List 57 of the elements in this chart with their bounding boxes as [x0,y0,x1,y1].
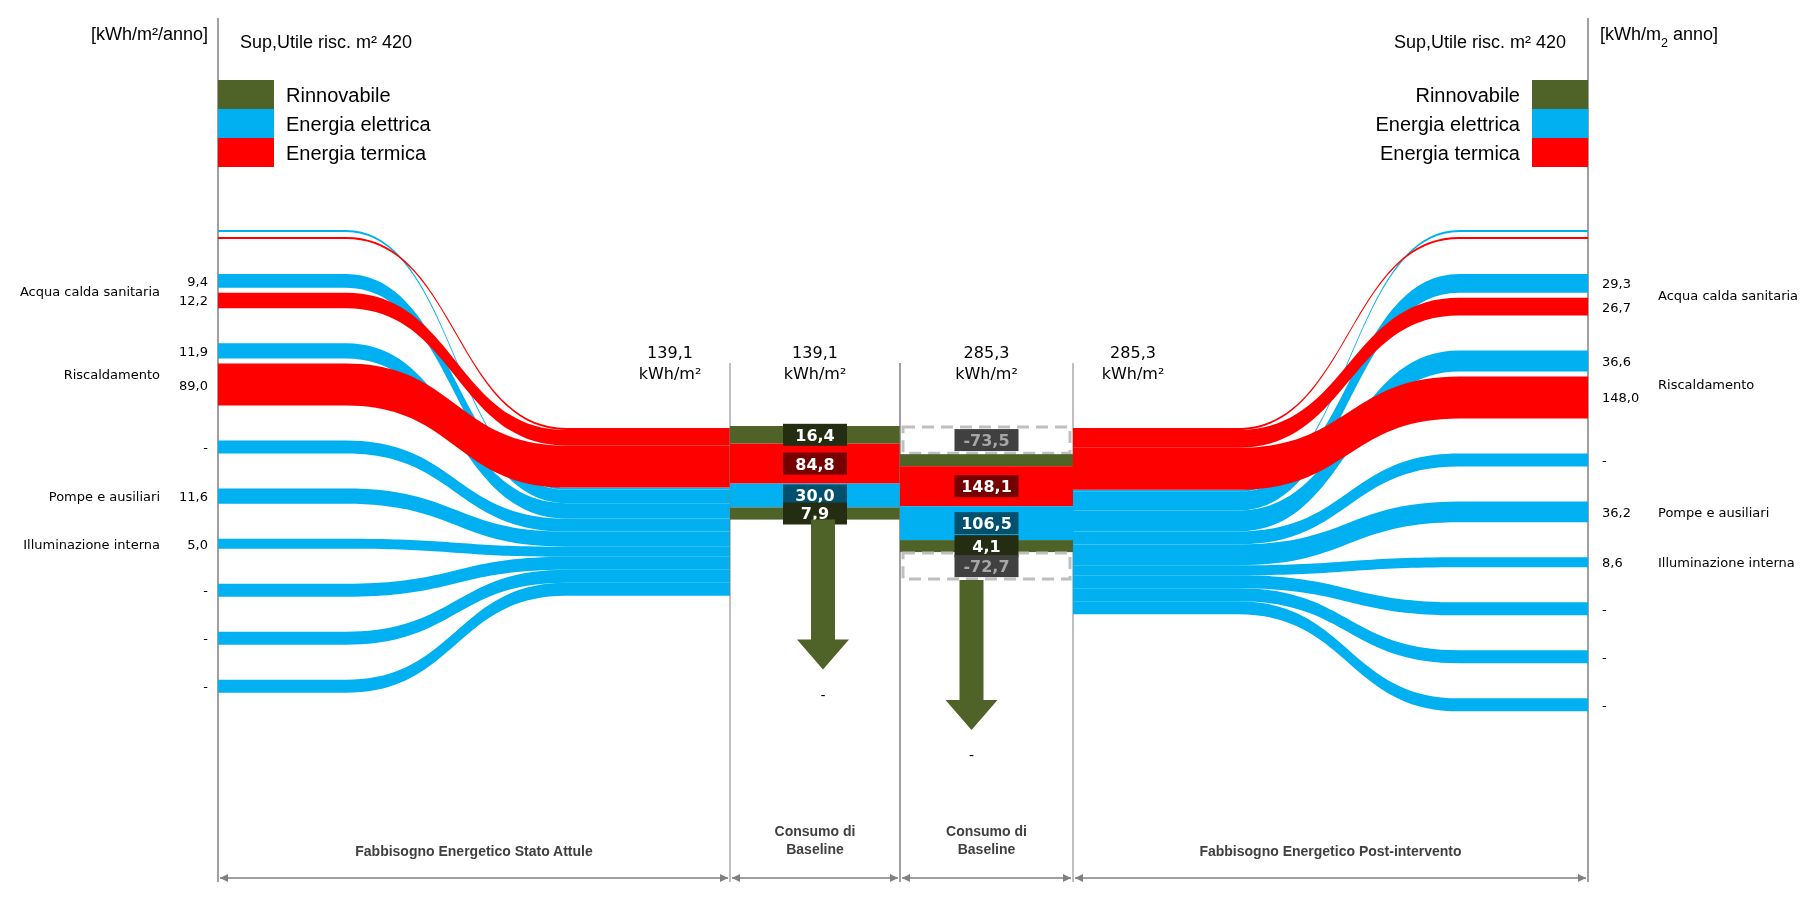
legend-label: Energia termica [286,142,427,164]
text: [kWh/m²/anno] [90,24,208,44]
category-label: Riscaldamento [63,367,161,383]
data-label: 5,0 [187,536,208,552]
data-label: 89,0 [179,377,208,393]
data-label: 16,4 [795,425,835,445]
data-label: 36,6 [1602,353,1631,369]
text: Fabbisogno Energetico Post-intervento [1199,843,1462,859]
data-label: 4,1 [972,537,1001,557]
data-label: - [203,679,209,695]
data-label: 29,3 [1602,276,1631,292]
data-label: 148,0 [1602,390,1640,406]
text: - [820,686,826,703]
text: [kWh/m$_{2}$ anno] [1600,24,1719,50]
legend-label: Energia elettrica [286,113,432,135]
legend-label: Rinnovabile [286,84,391,106]
text: 139,1 kWh/m² [638,343,702,383]
data-label: 84,8 [795,454,835,474]
data-label: - [1602,601,1607,617]
data-label: 8,6 [1602,555,1623,571]
data-label: - [1602,452,1607,468]
data-label: 30,0 [795,486,835,506]
data-label: -73,5 [963,431,1010,451]
data-label: - [203,631,209,647]
data-label: 12,2 [179,293,208,309]
text: Sup,Utile risc. m² 420 [240,32,413,52]
text: 139,1 kWh/m² [783,343,847,383]
text: - [968,747,975,764]
category-label: Pompe e ausiliari [1658,504,1770,520]
text: Fabbisogno Energetico Stato Attule [355,843,593,859]
legend-label: Rinnovabile [1415,84,1520,106]
data-label: 11,6 [179,489,208,505]
data-label: - [203,583,209,599]
data-label: 36,2 [1602,504,1631,520]
data-label: -72,7 [963,557,1010,577]
data-label: - [1602,697,1607,713]
data-label: 106,5 [961,514,1012,534]
data-label: 11,9 [179,343,208,359]
text: Consumo di Baseline [774,823,856,857]
text: 285,3 kWh/m² [955,343,1018,383]
data-label: 148,1 [961,477,1012,497]
data-label: 7,9 [800,504,830,524]
category-label: Illuminazione interna [1658,555,1795,571]
text: Sup,Utile risc. m² 420 [1393,32,1566,52]
category-label: Acqua calda sanitaria [19,284,160,300]
data-label: 26,7 [1602,299,1631,315]
category-label: Pompe e ausiliari [48,489,160,505]
data-label: 9,4 [187,273,208,289]
data-label: - [203,440,209,456]
text: Consumo di Baseline [946,823,1027,857]
legend-label: Energia termica [1379,142,1521,164]
category-label: Illuminazione interna [23,536,160,552]
legend-label: Energia elettrica [1375,113,1521,135]
data-label: - [1602,649,1607,665]
category-label: Acqua calda sanitaria [1658,287,1799,303]
category-label: Riscaldamento [1658,377,1755,393]
text: 285,3 kWh/m² [1101,343,1165,383]
